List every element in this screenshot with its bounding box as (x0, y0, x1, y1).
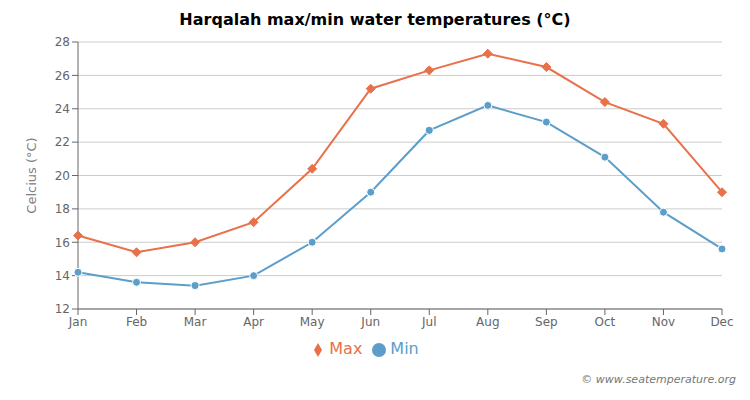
svg-text:Nov: Nov (652, 315, 675, 329)
svg-text:Jan: Jan (68, 315, 88, 329)
html-text:Min: Min (390, 339, 419, 358)
svg-text:18: 18 (55, 202, 70, 216)
svg-text:24: 24 (55, 102, 70, 116)
svg-text:28: 28 (55, 35, 70, 49)
svg-text:Mar: Mar (184, 315, 207, 329)
svg-text:26: 26 (55, 69, 70, 83)
svg-text:Celcius (°C): Celcius (°C) (24, 137, 39, 213)
svg-text:May: May (300, 315, 325, 329)
html-text:Max: Max (329, 339, 363, 358)
svg-text:Sep: Sep (535, 315, 558, 329)
svg-text:12: 12 (55, 302, 70, 316)
svg-text:Dec: Dec (710, 315, 733, 329)
svg-text:Feb: Feb (126, 315, 147, 329)
html-text:© www.seatemperature.org: © www.seatemperature.org (581, 373, 736, 386)
svg-text:20: 20 (55, 169, 70, 183)
svg-text:22: 22 (55, 135, 70, 149)
svg-text:16: 16 (55, 236, 70, 250)
html-text:Harqalah max/min water tempera: Harqalah max/min water temperatures (°C) (179, 10, 571, 29)
svg-text:Jun: Jun (360, 315, 380, 329)
svg-text:Jul: Jul (421, 315, 436, 329)
svg-text:Aug: Aug (476, 315, 499, 329)
svg-text:14: 14 (55, 269, 70, 283)
svg-text:Apr: Apr (243, 315, 264, 329)
svg-text:Oct: Oct (595, 315, 616, 329)
